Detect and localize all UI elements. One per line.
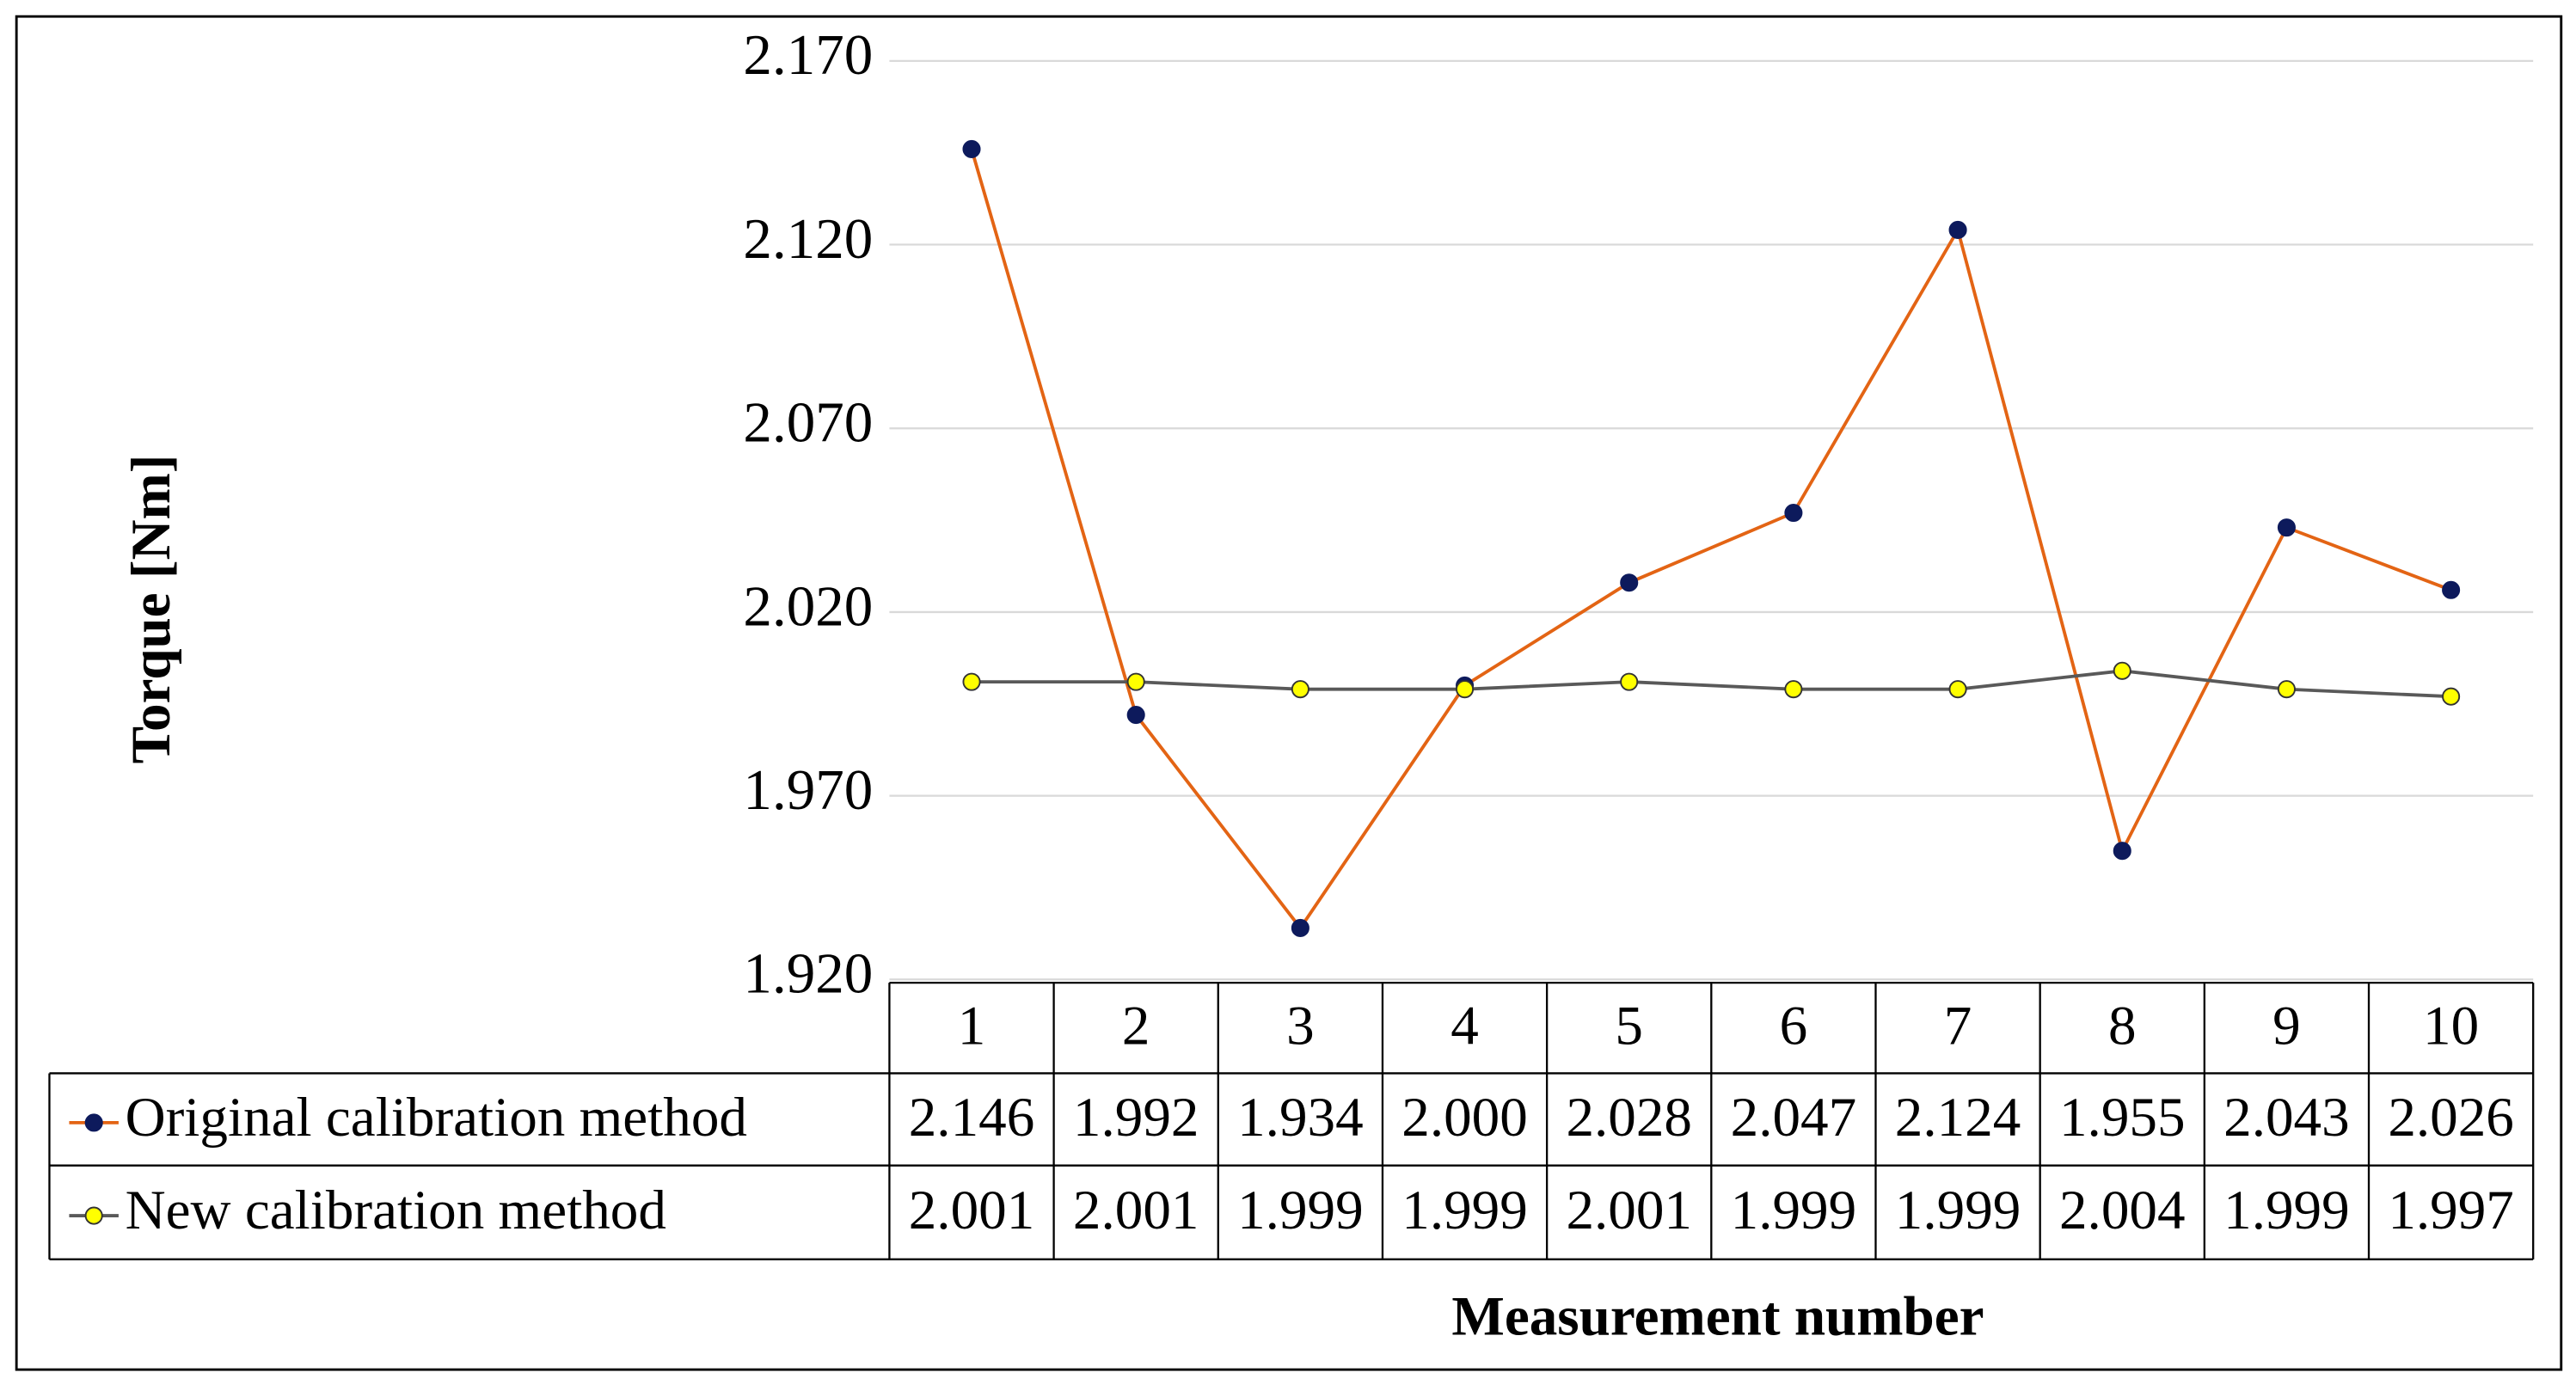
x-tick-label: 3 [1286,996,1315,1057]
table-value: 1.992 [1073,1087,1199,1149]
table-value: 2.001 [1073,1180,1199,1241]
table-value: 2.001 [909,1180,1035,1241]
point [2442,580,2461,599]
point [2113,661,2131,680]
table-value: 2.043 [2223,1087,2350,1149]
point [2277,518,2296,537]
frame [15,15,2563,1371]
point [962,672,981,691]
table-value: 2.004 [2059,1180,2186,1241]
table-value: 2.001 [1566,1180,1692,1241]
point [1948,680,1967,699]
point [1126,706,1145,725]
x-tick-label: 10 [2423,996,2479,1057]
point [1784,680,1803,699]
table-value: 1.999 [2223,1180,2350,1241]
table-value: 2.047 [1731,1087,1857,1149]
x-tick-label: 2 [1122,996,1150,1057]
table-value: 2.146 [909,1087,1035,1149]
table-value: 2.028 [1566,1087,1692,1149]
point [2113,842,2131,861]
point [1291,680,1309,699]
table-value: 1.999 [1237,1180,1364,1241]
table-value: 1.997 [2388,1180,2514,1241]
legend-marker [84,1206,103,1225]
table-value: 1.999 [1401,1180,1528,1241]
point [2442,687,2461,706]
y-tick-label: 2.120 [743,207,873,271]
legend-marker [84,1113,103,1132]
point [1456,680,1475,699]
x-tick-label: 8 [2108,996,2137,1057]
x-tick-label: 9 [2272,996,2301,1057]
legend-label: Original calibration method [126,1087,747,1149]
series-line [970,148,2452,931]
series-line [972,669,2451,699]
table-value: 1.999 [1731,1180,1857,1241]
x-tick-label: 5 [1615,996,1643,1057]
legend-label: New calibration method [126,1180,666,1241]
point [1784,503,1803,523]
point [1291,918,1309,937]
point [962,139,981,158]
x-tick-label: 6 [1780,996,1808,1057]
y-axis-title: Torque [Nm] [120,455,182,764]
point [1948,220,1967,239]
x-axis-title: Measurement number [1451,1286,1984,1348]
table-value: 1.999 [1895,1180,2021,1241]
y-tick-label: 2.170 [743,23,873,87]
y-tick-label: 1.970 [743,758,873,822]
x-tick-label: 7 [1944,996,1972,1057]
y-tick-label: 2.070 [743,391,873,455]
y-tick-label: 2.020 [743,574,873,638]
point [1126,672,1145,691]
table-value: 1.934 [1237,1087,1364,1149]
table-value: 2.124 [1895,1087,2021,1149]
point [1620,573,1639,592]
table-value: 2.026 [2388,1087,2514,1149]
table-value: 1.955 [2059,1087,2186,1149]
x-tick-label: 4 [1451,996,1479,1057]
table-value: 2.000 [1401,1087,1528,1149]
point [1620,672,1639,691]
y-tick-label: 1.920 [743,942,873,1006]
x-tick-label: 1 [958,996,986,1057]
point [2277,680,2296,699]
